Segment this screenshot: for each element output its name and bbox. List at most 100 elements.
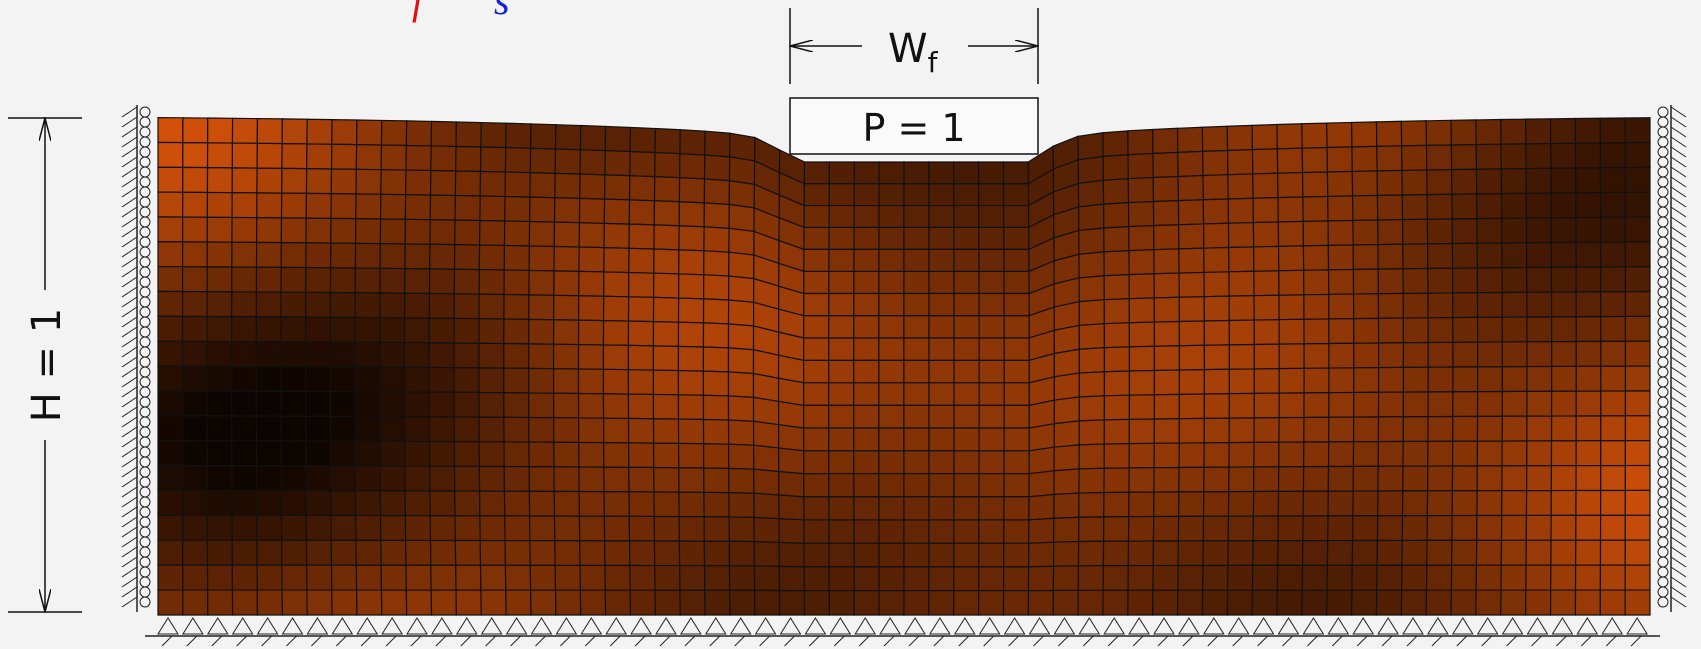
mesh-cell <box>1204 443 1229 468</box>
mesh-cell <box>306 268 331 293</box>
mesh-cell <box>729 468 754 493</box>
mesh-cell <box>1625 490 1650 515</box>
mesh-cell <box>1427 516 1452 541</box>
mesh-cell <box>1104 517 1129 542</box>
mesh-cell <box>208 565 233 590</box>
mesh-cell <box>429 318 454 343</box>
mesh-cell <box>1601 217 1626 242</box>
mesh-cell <box>1377 540 1402 565</box>
mesh-cell <box>406 540 431 565</box>
mesh-cell <box>331 466 356 491</box>
mesh-cell <box>380 268 405 293</box>
mesh-cell <box>603 345 628 370</box>
mesh-cell <box>1527 342 1552 367</box>
mesh-cell <box>1079 252 1104 278</box>
mesh-cell <box>1154 467 1179 492</box>
mesh-cell <box>579 223 604 248</box>
mesh-cell <box>1329 392 1354 417</box>
mesh-cell <box>1453 441 1478 466</box>
mesh-cell <box>979 567 1004 591</box>
mesh-cell <box>1600 565 1625 590</box>
mesh-cell <box>1278 491 1303 516</box>
mesh-cell <box>1254 369 1279 394</box>
mesh-cell <box>1551 168 1576 193</box>
mesh-cell <box>904 271 929 293</box>
mesh-cell <box>1378 417 1403 442</box>
mesh-cell <box>804 249 829 271</box>
mesh-cell <box>1551 267 1576 292</box>
mesh-cell <box>829 383 854 406</box>
mesh-cell <box>480 516 505 541</box>
mesh-cell <box>1453 416 1478 441</box>
mesh-cell <box>431 540 456 565</box>
mesh-cell <box>854 184 879 206</box>
mesh-cell <box>1600 540 1625 565</box>
mesh-cell <box>854 428 879 451</box>
mesh-cell <box>1625 143 1650 168</box>
mesh-cell <box>879 271 904 293</box>
mesh-cell <box>381 145 406 170</box>
mesh-cell <box>1453 392 1478 417</box>
mesh-cell <box>1103 155 1128 181</box>
mesh-cell <box>579 516 604 541</box>
mesh-cell <box>455 196 480 221</box>
mesh-cell <box>679 517 704 542</box>
mesh-cell <box>479 392 504 417</box>
mesh-cell <box>1254 467 1279 492</box>
mesh-cell <box>183 441 208 466</box>
mesh-cell <box>728 348 753 374</box>
mesh-cell <box>1004 543 1029 567</box>
mesh-cell <box>1179 418 1204 443</box>
mesh-cell <box>404 367 429 392</box>
mesh-cell <box>1452 243 1477 268</box>
mesh-cell <box>330 441 355 466</box>
mesh-cell <box>728 324 753 350</box>
mesh-cell <box>680 566 705 591</box>
mesh-cell <box>829 316 854 338</box>
mesh-cell <box>306 342 331 367</box>
mesh-cell <box>904 338 929 360</box>
mesh-cell <box>1551 441 1576 466</box>
mesh-cell <box>1204 394 1229 419</box>
mesh-cell <box>654 443 679 468</box>
mesh-cell <box>1252 125 1277 150</box>
mesh-cell <box>579 320 604 345</box>
mesh-cell <box>1153 516 1178 541</box>
mesh-cell <box>829 474 854 497</box>
mesh-cell <box>729 541 754 566</box>
mesh-cell <box>655 566 680 591</box>
mesh-cell <box>282 540 307 565</box>
mesh-cell <box>654 492 679 517</box>
mesh-cell <box>529 467 554 492</box>
mesh-cell <box>829 360 854 382</box>
mesh-cell <box>854 206 879 228</box>
mesh-cell <box>357 590 382 615</box>
mesh-cell <box>1229 344 1254 369</box>
mesh-cell <box>1179 224 1204 249</box>
mesh-cell <box>1153 176 1178 201</box>
mesh-cell <box>431 171 456 196</box>
mesh-cell <box>879 451 904 474</box>
mesh-cell <box>1476 169 1501 194</box>
mesh-cell <box>1576 540 1601 565</box>
mesh-cell <box>929 591 954 615</box>
mesh-cell <box>257 193 282 218</box>
mesh-cell <box>1625 391 1650 416</box>
mesh-cell <box>1004 474 1029 497</box>
mesh-cell <box>1277 124 1302 149</box>
mesh-cell <box>954 206 979 228</box>
mesh-cell <box>854 383 879 406</box>
mesh-cell <box>1428 268 1453 293</box>
mesh-cell <box>603 321 628 346</box>
mesh-cell <box>356 565 381 590</box>
mesh-cell <box>456 565 481 590</box>
mesh-cell <box>1477 268 1502 293</box>
mesh-cell <box>904 249 929 271</box>
mesh-cell <box>554 369 579 394</box>
mesh-cell <box>1329 343 1354 368</box>
mesh-cell <box>579 369 604 394</box>
mesh-cell <box>979 591 1004 615</box>
mesh-cell <box>1104 419 1129 444</box>
mesh-cell <box>654 249 679 274</box>
mesh-cell <box>1054 541 1079 566</box>
